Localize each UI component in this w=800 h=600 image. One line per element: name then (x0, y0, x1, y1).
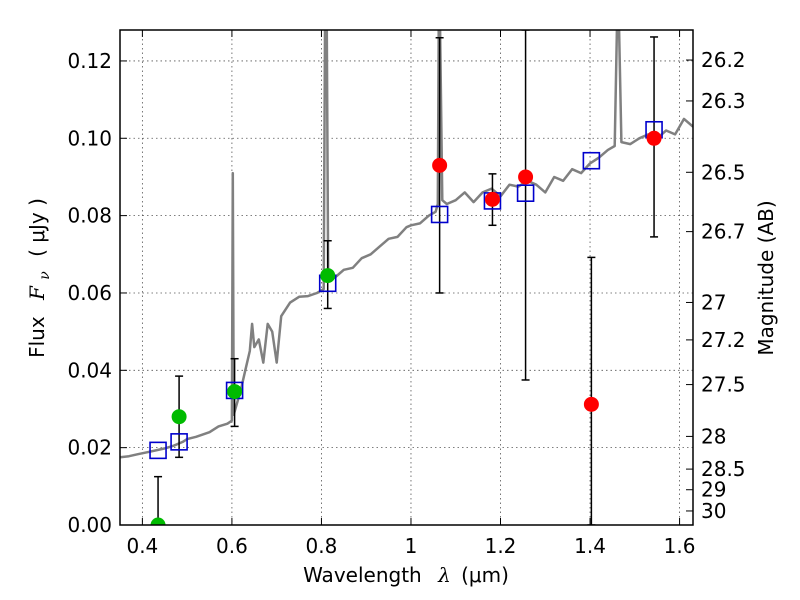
x-tick-label: 0.4 (126, 534, 158, 558)
model-spectrum-line (120, 30, 693, 459)
y-axis-title: Flux F ν ( μJy ) (25, 198, 54, 358)
y-tick-label: 0.00 (67, 513, 112, 537)
mag-tick-label: 29 (701, 478, 726, 502)
nir-point (646, 130, 662, 146)
x-axis-symbol: λ (437, 563, 451, 587)
detection-point (171, 409, 187, 425)
x-tick-label: 0.6 (216, 534, 248, 558)
mag-tick-label: 27.2 (701, 328, 746, 352)
mag-tick-label: 26.5 (701, 160, 746, 184)
mag-tick-label: 28.5 (701, 457, 746, 481)
nir-point (583, 396, 599, 412)
y-tick-label: 0.08 (67, 204, 112, 228)
nir-point (484, 191, 500, 207)
model-band-square (149, 441, 167, 460)
model-band-square (516, 184, 535, 202)
mag-tick-label: 27 (701, 290, 726, 314)
y-tick-label: 0.12 (67, 49, 112, 73)
plot-frame (119, 29, 694, 526)
y-axis-label: Flux (25, 316, 49, 358)
x-axis-unit: (μm) (461, 563, 509, 587)
detection-point (227, 384, 243, 400)
x-axis-label: Wavelength (303, 563, 422, 587)
y-tick-label: 0.06 (67, 281, 112, 305)
y-tick-label: 0.04 (67, 358, 112, 382)
x-tick-label: 1.4 (574, 534, 606, 558)
grid-lines (120, 30, 693, 526)
detection-point (320, 268, 336, 284)
mag-tick-label: 30 (701, 499, 726, 523)
axis-ticks: 0.4 0.6 0.8 1 1.2 1.4 1.6 0.00 0.02 0.04 0.06 0.08 0… (67, 30, 746, 558)
x-tick-label: 1 (405, 534, 418, 558)
mag-tick-label: 28 (701, 424, 726, 448)
mag-tick-label: 26.3 (701, 89, 746, 113)
nir-point (518, 169, 534, 185)
mag-tick-label: 27.5 (701, 373, 746, 397)
y-axis-unit: ( μJy ) (25, 198, 49, 257)
x-tick-label: 0.8 (306, 534, 338, 558)
mag-tick-label: 26.2 (701, 48, 746, 72)
x-axis-title: Wavelength λ (μm) (303, 563, 509, 587)
nir-point (432, 157, 448, 173)
y-tick-label: 0.02 (67, 436, 112, 460)
detection-point (150, 517, 166, 525)
y-axis-subscript: ν (37, 271, 53, 280)
x-tick-label: 1.6 (664, 534, 696, 558)
plot-area (120, 30, 693, 525)
model-band-square (582, 151, 601, 170)
y-axis-symbol: F (25, 285, 49, 301)
model-band-square (170, 433, 188, 451)
mag-tick-label: 26.7 (701, 220, 746, 244)
y-tick-label: 0.10 (67, 126, 112, 150)
x-tick-label: 1.2 (485, 534, 517, 558)
model-band-square (430, 205, 449, 224)
y2-axis-title: Magnitude (AB) (754, 200, 778, 355)
